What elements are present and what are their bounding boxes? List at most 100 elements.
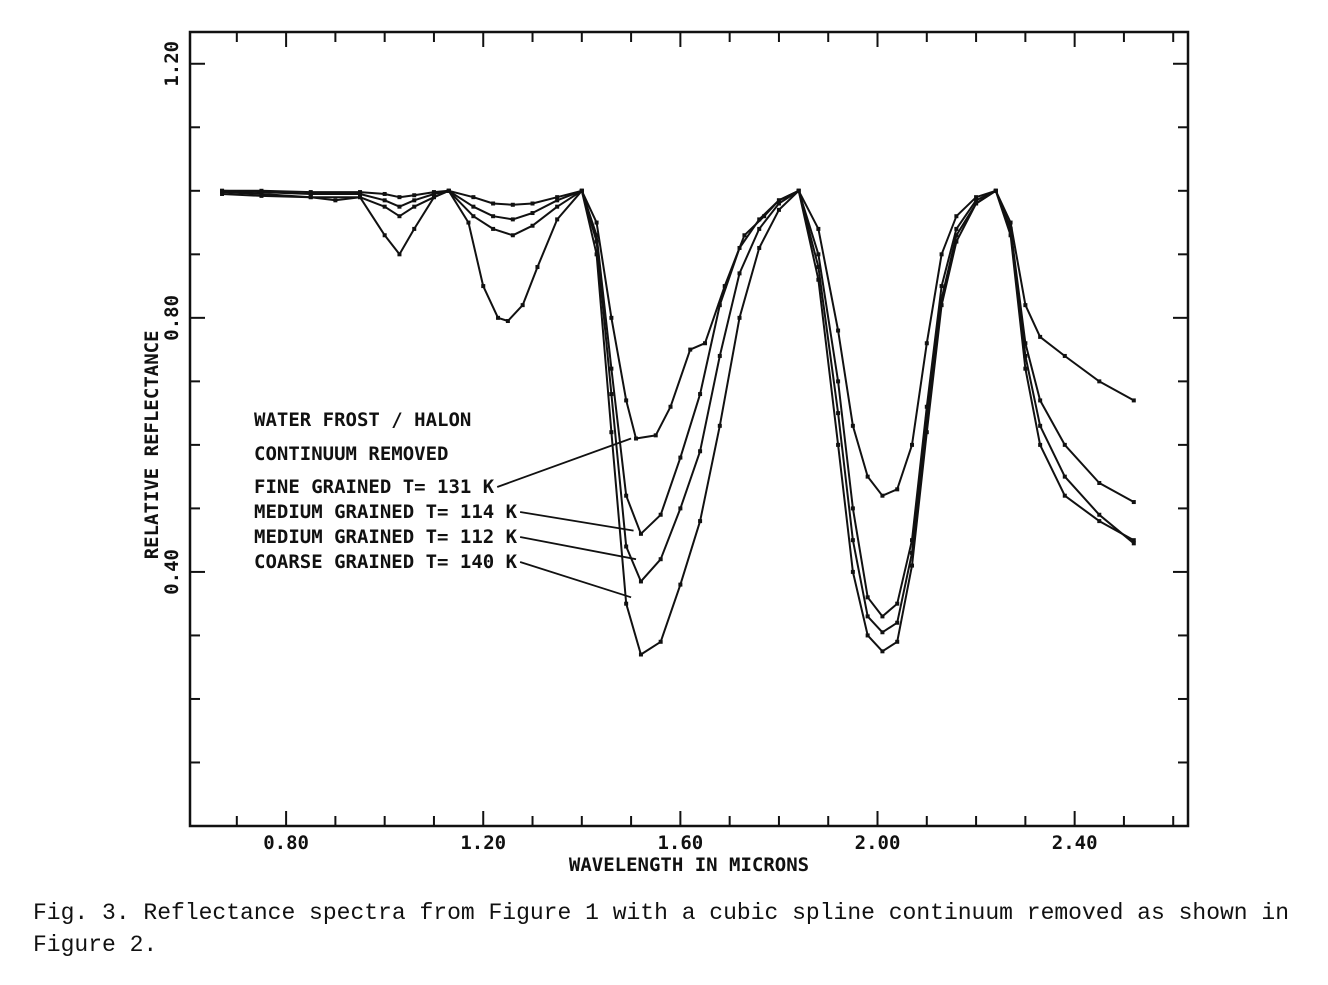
x-tick-label: 2.40 (1052, 832, 1098, 854)
data-point (431, 191, 436, 196)
data-point (910, 550, 915, 555)
data-point (954, 214, 959, 219)
data-point (609, 392, 614, 397)
data-point (530, 201, 535, 206)
data-point (1062, 442, 1067, 447)
data-point (333, 198, 338, 203)
data-point (609, 366, 614, 371)
data-point (1062, 353, 1067, 358)
data-point (308, 191, 313, 196)
x-axis-label: WAVELENGTH IN MICRONS (569, 854, 809, 876)
data-point (481, 284, 486, 289)
legend-leader (519, 511, 634, 532)
data-point (491, 226, 496, 231)
data-point (446, 188, 451, 193)
data-point (816, 226, 821, 231)
data-point (717, 353, 722, 358)
data-point (678, 455, 683, 460)
data-point (1038, 398, 1043, 403)
series-layer (220, 188, 1136, 657)
data-point (678, 582, 683, 587)
data-point (703, 341, 708, 346)
data-point (910, 538, 915, 543)
y-axis-label: RELATIVE REFLECTANCE (141, 330, 163, 559)
data-point (895, 639, 900, 644)
plot-frame (188, 30, 1190, 828)
data-point (737, 315, 742, 320)
data-point (974, 201, 979, 206)
data-point (895, 601, 900, 606)
data-point (594, 220, 599, 225)
data-point (471, 214, 476, 219)
data-point (382, 233, 387, 238)
x-tick-label: 2.00 (855, 832, 901, 854)
data-point (717, 423, 722, 428)
data-point (939, 296, 944, 301)
data-point (1038, 423, 1043, 428)
data-point (865, 614, 870, 619)
data-point (1097, 379, 1102, 384)
data-point (742, 233, 747, 238)
data-point (491, 214, 496, 219)
series-line (221, 189, 1135, 656)
legend-leader (496, 437, 632, 488)
data-point (678, 506, 683, 511)
data-point (757, 226, 762, 231)
data-point (1038, 442, 1043, 447)
x-tick-label: 1.20 (460, 832, 506, 854)
data-point (717, 303, 722, 308)
data-point (412, 226, 417, 231)
data-point (895, 487, 900, 492)
data-point (624, 601, 629, 606)
data-point (910, 442, 915, 447)
data-point (1023, 366, 1028, 371)
legend-leader (519, 561, 632, 599)
data-point (505, 319, 510, 324)
y-tick-label: 0.40 (161, 549, 183, 595)
x-tick-label: 0.80 (263, 832, 309, 854)
data-point (412, 193, 417, 198)
data-point (698, 392, 703, 397)
data-point (653, 433, 658, 438)
data-point (579, 188, 584, 193)
data-point (910, 563, 915, 568)
data-point (259, 193, 264, 198)
data-point (836, 379, 841, 384)
legend-entry: MEDIUM GRAINED T= 114 K (254, 501, 518, 523)
data-point (1097, 512, 1102, 517)
data-point (382, 191, 387, 196)
data-point (850, 569, 855, 574)
data-point (816, 265, 821, 270)
data-point (924, 341, 929, 346)
data-point (762, 214, 767, 219)
data-point (397, 204, 402, 209)
data-point (555, 198, 560, 203)
data-point (382, 204, 387, 209)
data-point (520, 303, 525, 308)
data-point (816, 252, 821, 257)
data-point (220, 191, 225, 196)
data-point (594, 233, 599, 238)
data-point (594, 239, 599, 244)
data-point (776, 201, 781, 206)
data-point (757, 217, 762, 222)
data-point (836, 442, 841, 447)
data-point (1131, 500, 1136, 505)
data-point (510, 202, 515, 207)
data-point (924, 417, 929, 422)
data-point (555, 217, 560, 222)
data-point (609, 430, 614, 435)
series-2 (220, 188, 1136, 619)
data-point (939, 252, 944, 257)
data-point (722, 284, 727, 289)
data-point (510, 217, 515, 222)
data-point (638, 652, 643, 657)
legend: WATER FROST / HALON CONTINUUM REMOVED FI… (254, 409, 637, 599)
y-tick-label: 1.20 (161, 41, 183, 87)
data-point (954, 226, 959, 231)
data-point (594, 252, 599, 257)
y-tick-label: 0.80 (161, 295, 183, 341)
data-point (658, 512, 663, 517)
data-point (308, 195, 313, 200)
x-tick-label: 1.60 (657, 832, 703, 854)
